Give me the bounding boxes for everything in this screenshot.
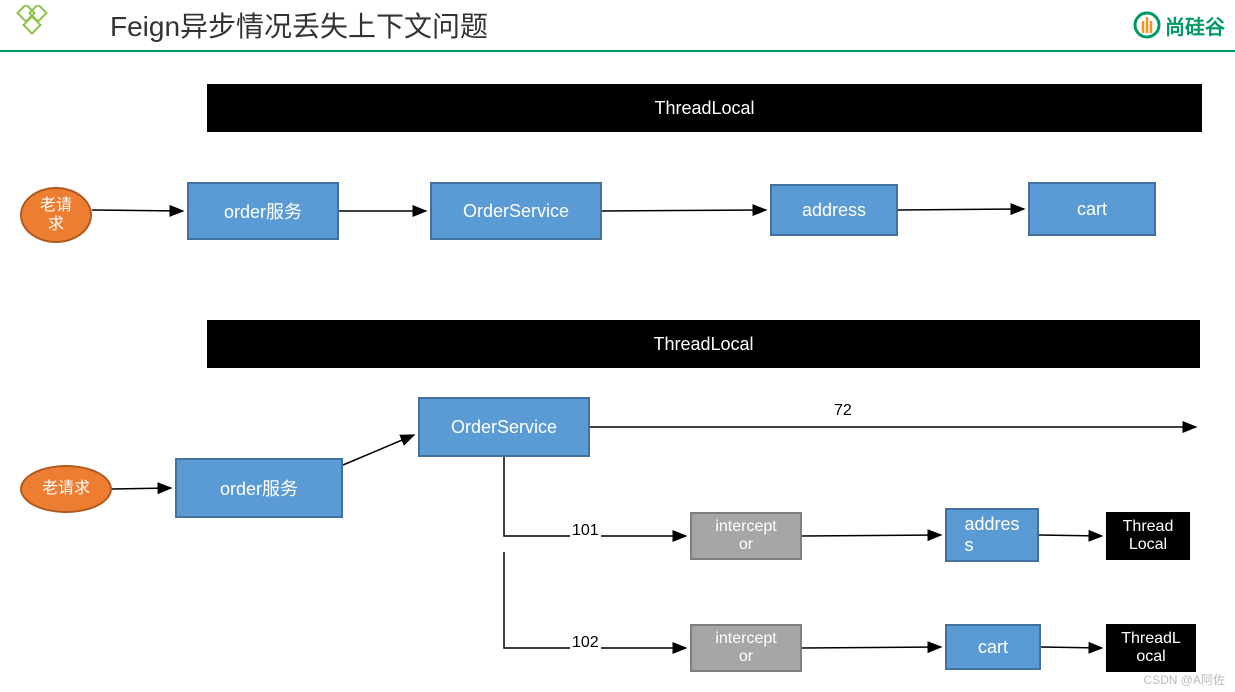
brand-icon bbox=[1133, 11, 1161, 39]
edge-label: 72 bbox=[832, 402, 854, 420]
diagram-canvas: ThreadLocal ThreadLocal 老请求 order服务 OrderSer… bbox=[0, 52, 1235, 692]
node-intercept2: interceptor bbox=[690, 624, 802, 672]
node-tl2: ThreadLocal bbox=[1106, 624, 1196, 672]
edge-label: 102 bbox=[570, 634, 601, 652]
node-order_service2: OrderService bbox=[418, 397, 590, 457]
node-cart2: cart bbox=[945, 624, 1041, 670]
node-cart1: cart bbox=[1028, 182, 1156, 236]
node-old_req1: 老请求 bbox=[20, 187, 92, 243]
diamond-logo-icon bbox=[10, 5, 50, 45]
node-order_svc2: order服务 bbox=[175, 458, 343, 518]
header: Feign异步情况丢失上下文问题 尚硅谷 bbox=[0, 0, 1235, 52]
threadlocal-bar: ThreadLocal bbox=[207, 320, 1200, 368]
page-title: Feign异步情况丢失上下文问题 bbox=[110, 5, 1133, 45]
node-order_service1: OrderService bbox=[430, 182, 602, 240]
node-intercept1: interceptor bbox=[690, 512, 802, 560]
threadlocal-bar: ThreadLocal bbox=[207, 84, 1202, 132]
node-tl1: ThreadLocal bbox=[1106, 512, 1190, 560]
brand-logo: 尚硅谷 bbox=[1133, 11, 1225, 40]
node-order_svc1: order服务 bbox=[187, 182, 339, 240]
node-address2: address bbox=[945, 508, 1039, 562]
node-address1: address bbox=[770, 184, 898, 236]
watermark: CSDN @A阿佐 bbox=[1143, 671, 1225, 688]
brand-text: 尚硅谷 bbox=[1165, 11, 1225, 40]
node-old_req2: 老请求 bbox=[20, 465, 112, 513]
edge-label: 101 bbox=[570, 522, 601, 540]
arrows-layer bbox=[0, 52, 1235, 692]
